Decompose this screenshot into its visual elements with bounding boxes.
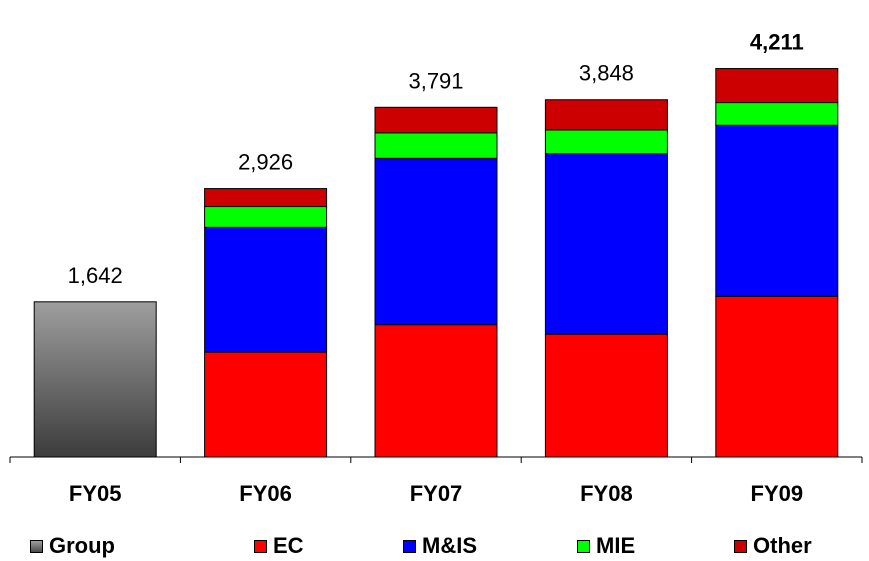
legend-item-group: Group — [30, 532, 115, 560]
legend-swatch — [254, 539, 267, 553]
legend-swatch — [30, 539, 43, 553]
bar-fy06-mie — [204, 206, 328, 228]
legend-item-mis: M&IS — [403, 532, 477, 560]
bar-fy07-ec — [374, 324, 498, 458]
legend-label: Group — [49, 533, 115, 558]
bar-fy07-mie — [374, 132, 498, 159]
total-label-fy08: 3,848 — [579, 61, 634, 86]
category-label-fy07: FY07 — [410, 481, 463, 506]
bar-fy08-ec — [544, 333, 668, 458]
category-label-fy05: FY05 — [69, 481, 122, 506]
legend-label: MIE — [596, 533, 636, 558]
category-label-fy06: FY06 — [239, 481, 292, 506]
bar-fy08-other — [544, 99, 668, 131]
bar-fy09-ec — [715, 295, 839, 458]
bar-fy08-mis — [544, 153, 668, 335]
x-axis — [9, 456, 863, 463]
total-label-fy09: 4,211 — [750, 30, 804, 55]
bar-fy06-other — [204, 188, 328, 208]
category-label-fy09: FY09 — [751, 481, 804, 506]
legend-item-ec: EC — [254, 532, 304, 560]
labels-group: 1,642 FY05 2,926 FY06 3,791 FY07 3,848 FY08 4,21… — [68, 30, 804, 506]
bar-fy05-group — [33, 301, 157, 458]
bar-fy06-ec — [204, 351, 328, 458]
bar-fy09-other — [715, 68, 839, 104]
legend-swatch — [577, 539, 590, 553]
legend: Group EC M&IS MIE Other — [0, 532, 869, 560]
legend-label: M&IS — [422, 533, 477, 558]
legend-label: EC — [273, 533, 304, 558]
bar-fy09-mie — [715, 102, 839, 126]
bar-fy07-mis — [374, 157, 498, 326]
bar-fy08-mie — [544, 129, 668, 155]
legend-swatch — [734, 539, 747, 553]
legend-item-mie: MIE — [577, 532, 635, 560]
bar-fy07-other — [374, 106, 498, 134]
bar-fy09-mis — [715, 124, 839, 297]
legend-item-other: Other — [734, 532, 812, 560]
total-label-fy05: 1,642 — [68, 263, 123, 288]
category-label-fy08: FY08 — [580, 481, 633, 506]
total-label-fy06: 2,926 — [238, 150, 293, 175]
total-label-fy07: 3,791 — [408, 68, 463, 93]
legend-swatch — [403, 539, 416, 553]
bar-fy06-mis — [204, 226, 328, 353]
stacked-bar-chart: 1,642 FY05 2,926 FY06 3,791 FY07 3,848 FY08 4,21… — [9, 30, 863, 506]
legend-label: Other — [753, 533, 812, 558]
bars-group — [33, 68, 839, 458]
